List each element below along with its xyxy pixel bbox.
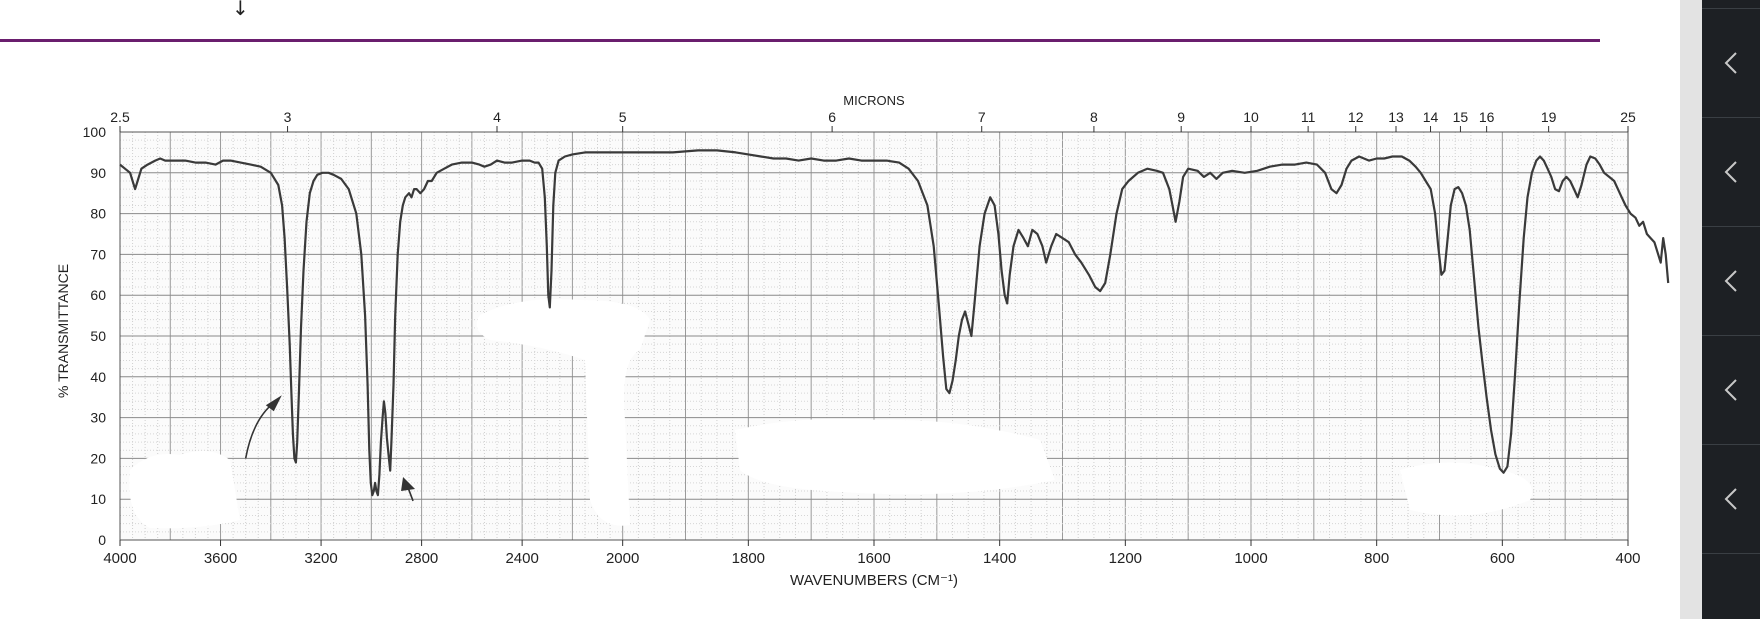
sidebar	[1702, 0, 1760, 619]
y-tick-label: 10	[90, 491, 106, 507]
x-tick-label: 1200	[1109, 550, 1142, 567]
sidebar-toggle-button[interactable]	[1702, 445, 1760, 554]
y-tick-label: 0	[98, 532, 106, 548]
x-tick-label: 3200	[304, 550, 337, 567]
spectrum-line	[119, 149, 1670, 497]
micron-tick-label: 7	[978, 109, 986, 125]
x-tick-label: 1000	[1234, 550, 1267, 567]
y-tick-label: 40	[90, 369, 106, 385]
chevron-left-icon	[1724, 379, 1737, 401]
top-axis-label: MICRONS	[843, 93, 905, 108]
top-divider	[0, 39, 1600, 42]
y-tick-label: 100	[83, 124, 107, 140]
micron-tick-label: 14	[1423, 109, 1439, 125]
micron-tick-label: 19	[1541, 109, 1557, 125]
mottled-background-patch	[1400, 462, 1532, 516]
x-tick-label: 2800	[405, 550, 438, 567]
chevron-left-icon	[1724, 52, 1737, 74]
sidebar-gutter	[1680, 0, 1702, 619]
micron-tick-label: 11	[1301, 109, 1316, 125]
y-axis-label: % TRANSMITTANCE	[55, 264, 71, 398]
x-tick-label: 2000	[606, 550, 639, 567]
y-tick-label: 80	[90, 206, 106, 222]
mottled-background-patch	[476, 299, 650, 526]
x-tick-label: 2400	[505, 550, 538, 567]
x-tick-label: 3600	[204, 550, 237, 567]
sidebar-toggle-button[interactable]	[1702, 9, 1760, 118]
y-tick-label: 30	[90, 410, 106, 426]
x-tick-label: 800	[1364, 550, 1389, 567]
sidebar-toggle-button[interactable]	[1702, 0, 1760, 9]
y-tick-label: 70	[90, 246, 106, 262]
micron-tick-label: 25	[1620, 109, 1636, 125]
top-divider-rule	[0, 39, 1600, 42]
micron-tick-label: 12	[1348, 109, 1364, 125]
sidebar-toggle-button[interactable]	[1702, 227, 1760, 336]
micron-tick-label: 6	[828, 109, 836, 125]
x-tick-label: 1600	[857, 550, 890, 567]
chevron-left-icon	[1724, 488, 1737, 510]
axes: 4000 3600 3200 2800 2400 2000 1800 1600 1400 1200…	[83, 109, 1641, 567]
annotation-arrowhead-2	[401, 476, 416, 491]
micron-tick-label: 5	[619, 109, 627, 125]
y-tick-label: 90	[90, 165, 106, 181]
micron-tick-label: 3	[284, 109, 292, 125]
micron-tick-label: 10	[1243, 109, 1259, 125]
sidebar-gutter-fill	[1680, 0, 1702, 619]
micron-tick-label: 15	[1453, 109, 1469, 125]
ir-spectrum-chart: 4000 3600 3200 2800 2400 2000 1800 1600 1400 1200…	[55, 93, 1670, 589]
mottled-background-patch	[129, 451, 240, 529]
y-tick-label: 50	[90, 328, 106, 344]
x-tick-label: 1400	[983, 550, 1016, 567]
micron-tick-label: 4	[493, 109, 501, 125]
x-tick-label: 400	[1615, 550, 1640, 567]
x-tick-label: 600	[1490, 550, 1515, 567]
x-tick-label: 4000	[103, 550, 136, 567]
y-tick-label: 20	[90, 450, 106, 466]
micron-tick-label: 8	[1090, 109, 1098, 125]
chevron-left-icon	[1724, 270, 1737, 292]
cursor-arrow-icon: ↓	[232, 0, 249, 20]
sidebar-toggle-button[interactable]	[1702, 336, 1760, 445]
micron-tick-label: 9	[1177, 109, 1185, 125]
mottled-background-patch	[735, 418, 1055, 495]
micron-tick-label: 13	[1388, 109, 1404, 125]
x-axis-label: WAVENUMBERS (CM⁻¹)	[790, 572, 958, 589]
y-tick-label: 60	[90, 287, 106, 303]
annotation-arrows	[244, 395, 416, 502]
micron-tick-label: 2.5	[110, 109, 130, 125]
chevron-left-icon	[1724, 161, 1737, 183]
x-tick-label: 1800	[732, 550, 765, 567]
sidebar-toggle-button[interactable]	[1702, 118, 1760, 227]
annotation-arrowhead-1	[265, 395, 282, 412]
micron-tick-label: 16	[1479, 109, 1495, 125]
